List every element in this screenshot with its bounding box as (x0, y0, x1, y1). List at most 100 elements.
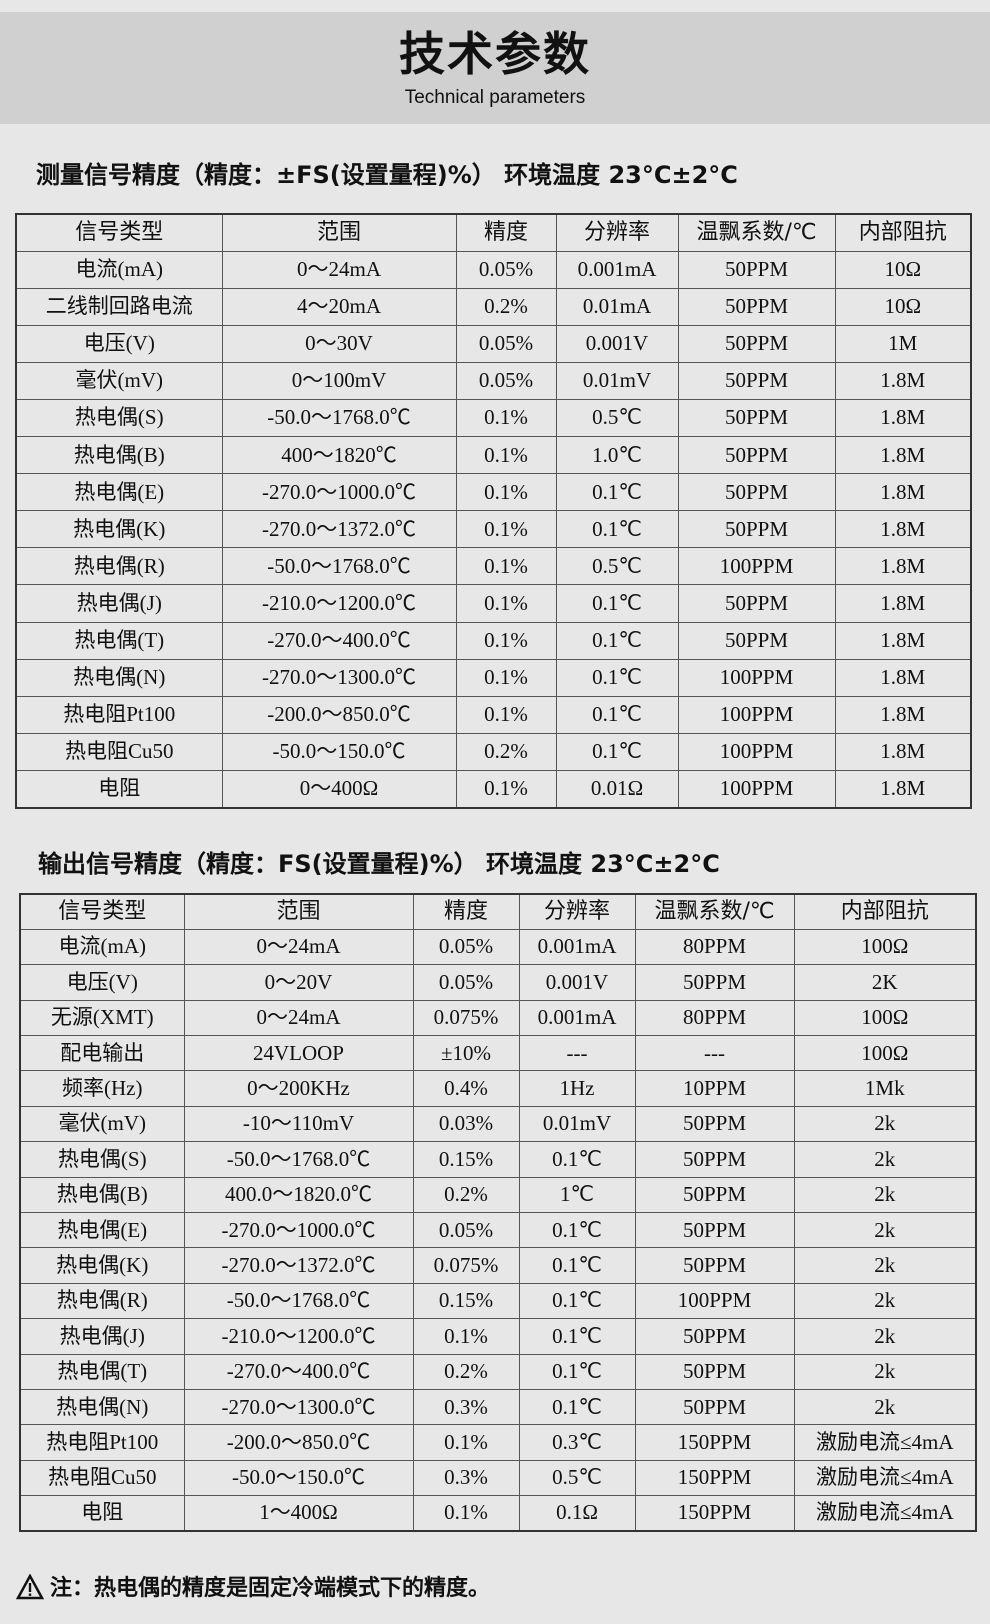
table-row: 电流(mA) 0～24mA 0.05% 0.001mA 80PPM 100Ω (19, 928, 977, 966)
column-header: 温飘系数/℃ (677, 213, 836, 252)
table-cell: 0～400Ω (221, 769, 457, 809)
table-cell: 50PPM (634, 1388, 795, 1426)
table-cell: 热电阻Cu50 (19, 1459, 185, 1497)
table-row: 热电阻Pt100 -200.0～850.0℃ 0.1% 0.1℃ 100PPM 1.8M (15, 695, 972, 734)
table-cell: 0.1% (455, 695, 557, 734)
table-cell: -210.0～1200.0℃ (183, 1318, 414, 1355)
table-cell: -270.0～1300.0℃ (183, 1388, 414, 1426)
table-cell: 热电偶(B) (15, 436, 223, 475)
table-cell: 50PPM (677, 436, 836, 475)
column-header: 范围 (183, 893, 414, 930)
table-cell: 50PPM (634, 1318, 795, 1355)
table-cell: 0.1℃ (518, 1141, 636, 1178)
table-cell: 0.1% (455, 398, 557, 438)
table-cell: 0.03% (412, 1105, 520, 1143)
table-row: 电流(mA) 0～24mA 0.05% 0.001mA 50PPM 10Ω (15, 250, 972, 289)
table-row: 热电偶(S) -50.0～1768.0℃ 0.1% 0.5℃ 50PPM 1.8M (15, 398, 972, 438)
table-cell: 0.1℃ (518, 1282, 636, 1320)
table-cell: 热电偶(R) (15, 547, 223, 586)
table-row: 配电输出 24VLOOP ±10% --- --- 100Ω (19, 1035, 977, 1072)
table-cell: 2k (793, 1388, 977, 1426)
column-header: 信号类型 (19, 893, 185, 930)
table-cell: 热电偶(S) (19, 1141, 185, 1178)
column-header: 信号类型 (15, 213, 223, 252)
table-cell: 0～100mV (221, 361, 457, 400)
table-cell: 1℃ (518, 1176, 636, 1214)
table-cell: 80PPM (634, 928, 795, 966)
table-cell: 0.1℃ (555, 584, 679, 623)
table-row: 频率(Hz) 0～200KHz 0.4% 1Hz 10PPM 1Mk (19, 1070, 977, 1107)
table-cell: 0.1% (455, 436, 557, 475)
table-cell: 热电偶(R) (19, 1282, 185, 1320)
table-cell: 0.3% (412, 1459, 520, 1497)
table-cell: 0.1% (412, 1318, 520, 1355)
table-cell: 1.8M (834, 658, 972, 697)
table-cell: 150PPM (634, 1424, 795, 1461)
table-cell: 50PPM (677, 398, 836, 438)
table-cell: -10～110mV (183, 1105, 414, 1143)
table-cell: 0.1℃ (518, 1247, 636, 1284)
table-cell: 热电偶(T) (15, 621, 223, 660)
table-cell: 400～1820℃ (221, 436, 457, 475)
table-cell: 0.01Ω (555, 769, 679, 809)
table-cell: 0.1% (455, 621, 557, 660)
table-cell: 1.8M (834, 398, 972, 438)
table-cell: -50.0～1768.0℃ (221, 547, 457, 586)
table-cell: 电流(mA) (19, 928, 185, 966)
table-cell: 0.1% (455, 473, 557, 512)
table-cell: 50PPM (634, 1353, 795, 1390)
table-row: 二线制回路电流 4～20mA 0.2% 0.01mA 50PPM 10Ω (15, 287, 972, 326)
table-cell: 0～30V (221, 324, 457, 363)
header-band (0, 12, 990, 124)
table-header-row: 信号类型 范围 精度 分辨率 温飘系数/℃ 内部阻抗 (15, 213, 972, 252)
table-cell: 电阻 (15, 769, 223, 809)
table-row: 热电偶(E) -270.0～1000.0℃ 0.05% 0.1℃ 50PPM 2k (19, 1212, 977, 1249)
table-cell: 0.15% (412, 1282, 520, 1320)
table-row: 电阻 1～400Ω 0.1% 0.1Ω 150PPM 激励电流≤4mA (19, 1495, 977, 1532)
table-cell: 0.05% (455, 250, 557, 289)
table-cell: -50.0～150.0℃ (183, 1459, 414, 1497)
table-cell: 50PPM (634, 1176, 795, 1214)
table-cell: 50PPM (634, 1247, 795, 1284)
table-row: 毫伏(mV) -10～110mV 0.03% 0.01mV 50PPM 2k (19, 1105, 977, 1143)
table-cell: 0.1% (412, 1495, 520, 1532)
table-row: 热电偶(J) -210.0～1200.0℃ 0.1% 0.1℃ 50PPM 1.8M (15, 584, 972, 623)
table-cell: 0.1℃ (518, 1353, 636, 1390)
table-cell: 0～24mA (221, 250, 457, 289)
table-cell: 电压(V) (19, 964, 185, 1001)
table-cell: 热电偶(N) (15, 658, 223, 697)
table-cell: 0.5℃ (518, 1459, 636, 1497)
table-row: 热电阻Pt100 -200.0～850.0℃ 0.1% 0.3℃ 150PPM 激励电流≤… (19, 1424, 977, 1461)
table-cell: 0.2% (455, 732, 557, 771)
table-cell: 热电阻Cu50 (15, 732, 223, 771)
table-cell: -50.0～1768.0℃ (183, 1141, 414, 1178)
table-cell: 80PPM (634, 999, 795, 1037)
table-cell: 400.0～1820.0℃ (183, 1176, 414, 1214)
table-cell: 50PPM (677, 361, 836, 400)
table-row: 热电偶(E) -270.0～1000.0℃ 0.1% 0.1℃ 50PPM 1.8M (15, 473, 972, 512)
table-cell: -270.0～1300.0℃ (221, 658, 457, 697)
table-cell: 1～400Ω (183, 1495, 414, 1532)
table-cell: -270.0～1372.0℃ (221, 510, 457, 549)
table-cell: 二线制回路电流 (15, 287, 223, 326)
table-cell: 0.1℃ (555, 658, 679, 697)
table-cell: 0.1℃ (555, 473, 679, 512)
table-cell: 0.075% (412, 1247, 520, 1284)
table-row: 无源(XMT) 0～24mA 0.075% 0.001mA 80PPM 100Ω (19, 999, 977, 1037)
table-row: 热电偶(R) -50.0～1768.0℃ 0.15% 0.1℃ 100PPM 2k (19, 1282, 977, 1320)
table-cell: 10Ω (834, 287, 972, 326)
table-cell: 1Hz (518, 1070, 636, 1107)
table-cell: 0.5℃ (555, 398, 679, 438)
table-header-row: 信号类型 范围 精度 分辨率 温飘系数/℃ 内部阻抗 (19, 893, 977, 930)
table-cell: 0.2% (455, 287, 557, 326)
table-cell: 0.001mA (518, 999, 636, 1037)
table-cell: 0.05% (455, 361, 557, 400)
table-cell: 0～24mA (183, 928, 414, 966)
table-cell: 0.15% (412, 1141, 520, 1178)
table-cell: 0.05% (412, 964, 520, 1001)
table-cell: 0.1% (455, 584, 557, 623)
table-row: 热电阻Cu50 -50.0～150.0℃ 0.2% 0.1℃ 100PPM 1.8M (15, 732, 972, 771)
table-row: 毫伏(mV) 0～100mV 0.05% 0.01mV 50PPM 1.8M (15, 361, 972, 400)
table-cell: 0.5℃ (555, 547, 679, 586)
table-cell: 电流(mA) (15, 250, 223, 289)
